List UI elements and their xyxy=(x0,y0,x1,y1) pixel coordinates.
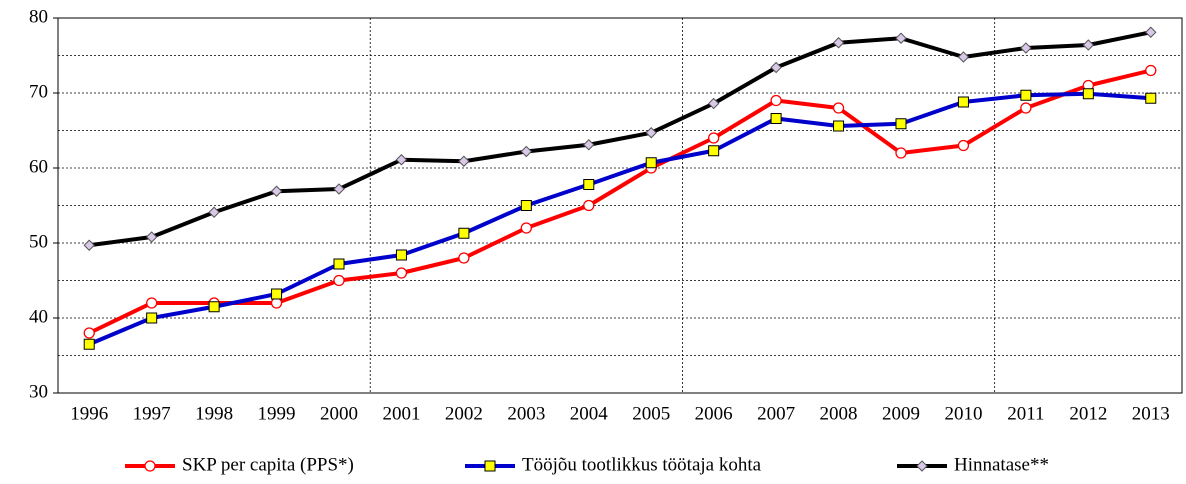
data-point xyxy=(83,239,95,251)
x-tick-label: 2000 xyxy=(320,403,358,424)
x-tick-label: 1997 xyxy=(133,403,171,424)
y-tick-label: 80 xyxy=(29,6,48,27)
data-point xyxy=(895,147,907,159)
data-point xyxy=(520,222,532,234)
data-point xyxy=(957,139,970,152)
y-tick-label: 70 xyxy=(29,81,48,102)
data-point xyxy=(395,249,407,261)
data-point xyxy=(333,183,345,195)
data-point xyxy=(208,206,220,218)
legend-label: Tööjõu tootlikkus töötaja kohta xyxy=(522,454,762,475)
x-tick-label: 2012 xyxy=(1069,403,1107,424)
data-point xyxy=(645,127,657,139)
data-point xyxy=(708,145,720,157)
data-point xyxy=(1082,88,1094,100)
data-point xyxy=(895,118,907,130)
data-point xyxy=(707,97,720,110)
legend-label: Hinnatase** xyxy=(954,454,1049,475)
data-point xyxy=(770,61,782,74)
data-point xyxy=(1020,102,1032,114)
x-tick-label: 2008 xyxy=(820,403,858,424)
legend-marker xyxy=(916,460,928,472)
data-point xyxy=(83,338,95,350)
data-point xyxy=(520,145,533,158)
data-point xyxy=(833,120,845,132)
data-point xyxy=(395,154,408,166)
data-point xyxy=(145,231,158,243)
data-point xyxy=(83,327,95,339)
x-tick-label: 2005 xyxy=(632,403,670,424)
data-point xyxy=(270,185,283,197)
x-tick-label: 2003 xyxy=(507,403,545,424)
x-tick-label: 1996 xyxy=(70,403,108,424)
data-point xyxy=(1145,26,1157,38)
legend-marker xyxy=(484,460,496,472)
data-point xyxy=(708,132,720,144)
data-point xyxy=(458,227,470,239)
data-point xyxy=(583,139,595,151)
x-tick-label: 2010 xyxy=(944,403,982,424)
data-point xyxy=(1020,89,1032,101)
data-point xyxy=(1145,92,1157,104)
data-point xyxy=(1145,64,1157,77)
data-point xyxy=(583,199,595,212)
x-tick-label: 2004 xyxy=(570,403,609,424)
data-point xyxy=(832,37,845,49)
x-tick-label: 2011 xyxy=(1007,403,1044,424)
data-point xyxy=(957,51,970,63)
x-tick-label: 1998 xyxy=(195,403,233,424)
data-point xyxy=(583,179,595,190)
series-line xyxy=(88,30,1152,248)
data-point xyxy=(458,252,470,264)
legend-label: SKP per capita (PPS*) xyxy=(182,454,354,475)
data-point xyxy=(832,102,845,114)
y-tick-label: 30 xyxy=(29,381,48,402)
data-point xyxy=(458,155,470,167)
data-point xyxy=(1082,39,1095,51)
legend-marker xyxy=(144,460,156,472)
data-point xyxy=(333,258,345,270)
y-tick-label: 40 xyxy=(29,306,48,327)
series-line xyxy=(88,68,1152,335)
data-point xyxy=(1020,42,1032,54)
data-point xyxy=(957,96,969,108)
x-tick-label: 2013 xyxy=(1132,403,1170,424)
data-point xyxy=(271,288,283,300)
x-tick-label: 2002 xyxy=(445,403,483,424)
data-point xyxy=(520,200,532,211)
data-point xyxy=(333,274,345,287)
y-tick-label: 50 xyxy=(29,231,48,252)
data-point xyxy=(208,301,220,313)
x-tick-label: 2007 xyxy=(757,403,795,424)
data-point xyxy=(770,94,782,107)
series-line xyxy=(88,91,1151,347)
x-tick-label: 1999 xyxy=(258,403,296,424)
data-point xyxy=(645,157,657,169)
data-point xyxy=(770,113,782,124)
data-point xyxy=(146,297,158,309)
x-tick-label: 2001 xyxy=(382,403,420,424)
plot-border xyxy=(57,17,1183,394)
y-tick-label: 60 xyxy=(29,156,48,177)
data-point xyxy=(895,32,907,44)
data-point xyxy=(146,312,158,324)
data-point xyxy=(395,267,408,279)
x-tick-label: 2006 xyxy=(695,403,733,424)
x-tick-label: 2009 xyxy=(882,403,920,424)
